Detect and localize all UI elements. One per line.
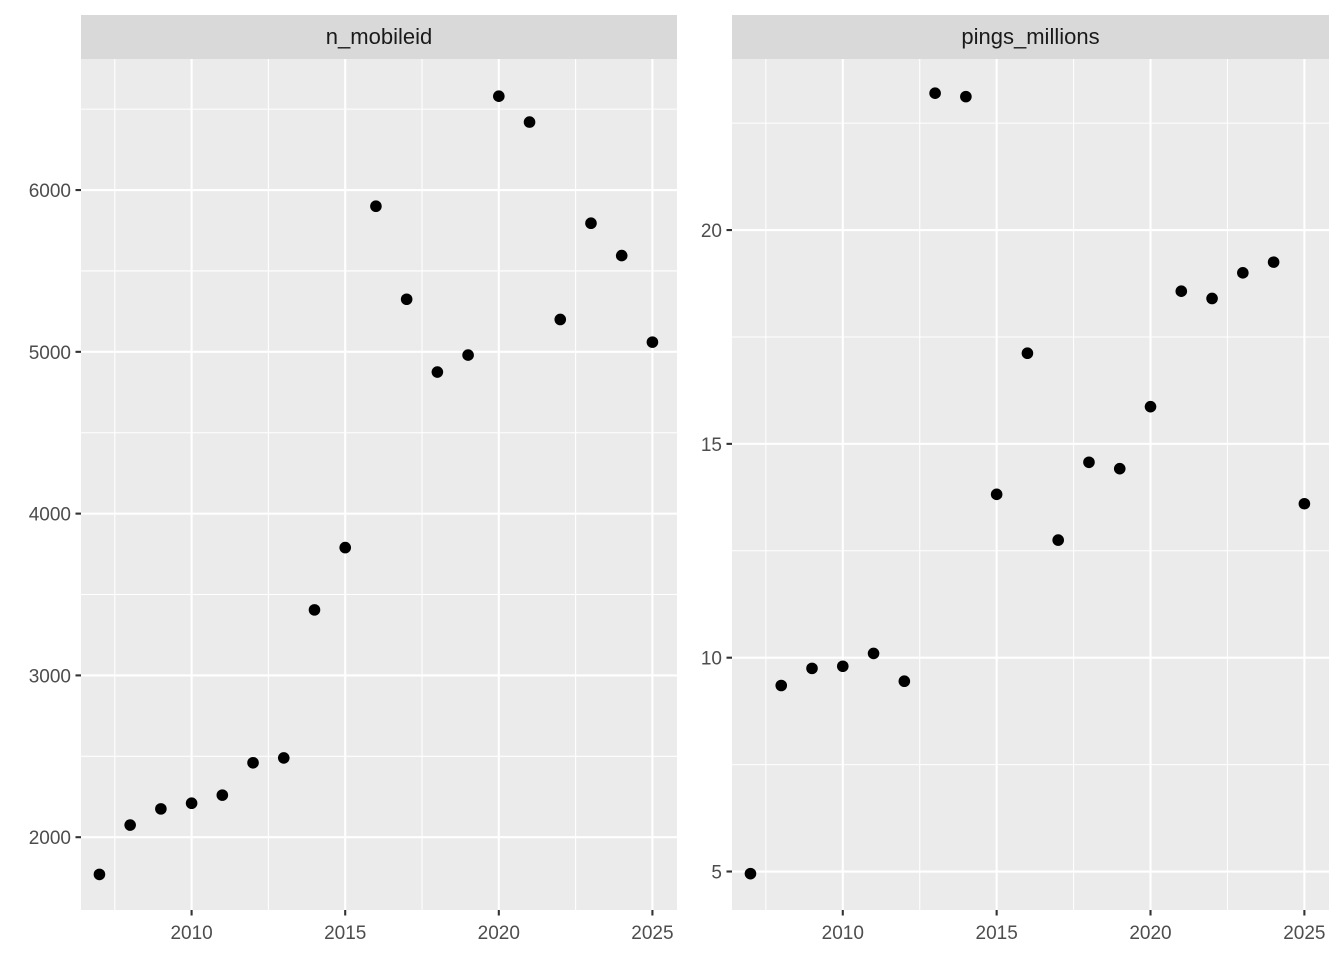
data-point [216, 789, 229, 801]
data-point [1298, 497, 1311, 510]
y-tick-label: 2000 [29, 828, 71, 849]
x-tick-label: 2025 [631, 923, 673, 944]
x-tick-label: 2025 [1283, 923, 1325, 944]
data-point [775, 679, 788, 692]
x-tick-label: 2020 [478, 923, 520, 944]
facet-panel-n-mobileid: n_mobileid 2010 2015 2020 2025 2000 3000 4000 50… [29, 15, 677, 944]
x-tick-label: 2020 [1129, 923, 1171, 944]
facet-strip [732, 15, 1329, 59]
data-point [493, 90, 505, 103]
y-tick-label: 20 [701, 221, 722, 242]
data-point [1175, 285, 1188, 298]
x-tick-label: 2015 [976, 923, 1018, 944]
data-point [339, 541, 352, 554]
data-point [1052, 534, 1064, 546]
data-point [523, 116, 536, 128]
facet-title: n_mobileid [326, 24, 432, 49]
x-tick-label: 2010 [170, 923, 212, 944]
panel-background [81, 59, 677, 910]
facet-title: pings_millions [961, 24, 1099, 49]
data-point [990, 488, 1003, 501]
x-tick-label: 2015 [324, 923, 366, 944]
data-point [93, 868, 106, 881]
y-tick-label: 4000 [29, 505, 71, 526]
data-point [867, 647, 880, 660]
data-point [1021, 347, 1034, 360]
data-point [247, 756, 259, 769]
data-point [1267, 256, 1280, 268]
data-point [1083, 456, 1095, 469]
data-point [646, 336, 659, 348]
x-tick-label: 2010 [822, 923, 864, 944]
data-point [744, 867, 757, 880]
data-point [960, 90, 972, 103]
data-point [1237, 267, 1249, 279]
data-point [1144, 400, 1157, 413]
data-point [585, 217, 597, 230]
data-point [1206, 292, 1218, 305]
data-point [124, 819, 136, 831]
data-point [400, 293, 413, 306]
data-point [1113, 462, 1126, 475]
y-tick-label: 10 [701, 649, 722, 670]
data-point [277, 752, 290, 764]
data-point [185, 797, 198, 810]
data-point [898, 675, 911, 688]
data-point [806, 662, 818, 675]
facet-strip [81, 15, 677, 59]
data-point [155, 803, 167, 815]
data-point [308, 604, 321, 616]
data-point [929, 87, 941, 100]
data-point [615, 249, 628, 262]
data-point [431, 366, 444, 378]
facet-panel-pings-millions: pings_millions 2010 2015 2020 2025 5 10 15 20 [701, 15, 1329, 944]
data-point [370, 200, 382, 213]
y-tick-label: 3000 [29, 666, 71, 687]
data-point [836, 660, 849, 673]
y-tick-label: 15 [701, 435, 722, 456]
y-tick-label: 5000 [29, 343, 71, 364]
data-point [554, 313, 567, 326]
panel-background [732, 59, 1329, 910]
y-tick-label: 6000 [29, 181, 71, 202]
y-tick-label: 5 [711, 863, 722, 884]
data-point [462, 349, 474, 361]
